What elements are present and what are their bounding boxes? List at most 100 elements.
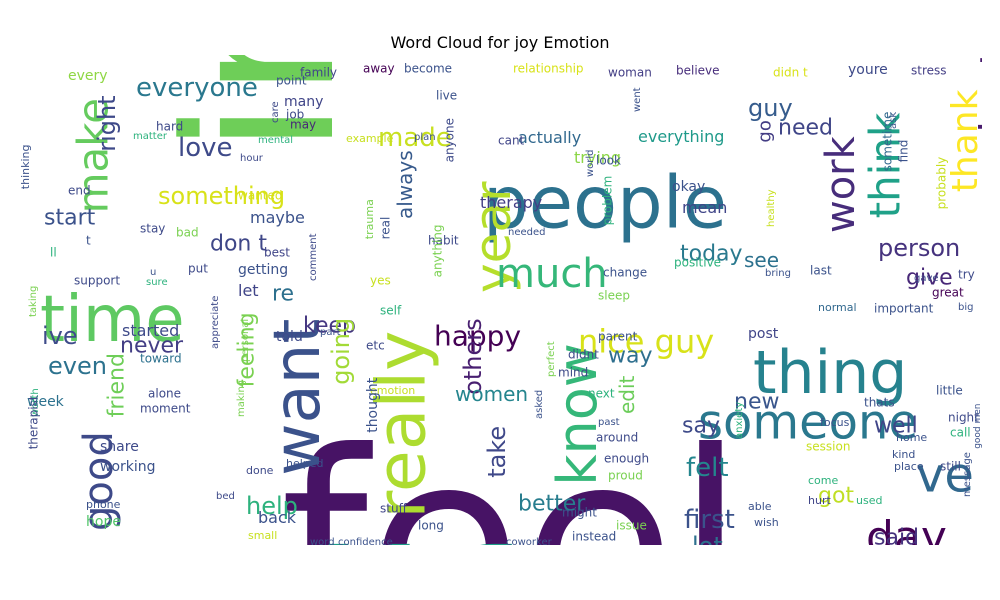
word-enough: enough	[604, 452, 649, 466]
word-live: live	[436, 89, 457, 103]
word-sure: sure	[146, 277, 168, 288]
word-love: love	[178, 133, 233, 163]
word-sleep: sleep	[598, 289, 630, 303]
word-confidence: confidence	[338, 537, 393, 545]
word-today: today	[680, 242, 743, 267]
word-home: home	[896, 431, 927, 444]
word-getting: getting	[238, 262, 288, 278]
word-even: even	[48, 352, 107, 380]
word-asked: asked	[534, 390, 545, 419]
word-normal: normal	[818, 301, 857, 314]
word-see: see	[744, 248, 779, 272]
word-emotion: emotion	[370, 384, 415, 397]
word-post: post	[748, 326, 779, 342]
word-working: working	[100, 459, 156, 475]
word-lot: lot	[692, 532, 723, 545]
word-etc: etc	[366, 339, 385, 353]
word-put: put	[188, 262, 208, 276]
word-maybe: maybe	[250, 208, 305, 227]
word-re: re	[272, 282, 294, 307]
word-away: away	[363, 62, 395, 76]
word-say: say	[682, 414, 720, 439]
word-past: past	[598, 417, 620, 428]
word-woman: woman	[608, 66, 652, 80]
word-therapist: therapist	[27, 395, 41, 449]
word-family: family	[300, 66, 337, 80]
word-take: take	[483, 426, 511, 478]
word-year: year	[464, 181, 522, 293]
word-still: still	[940, 460, 961, 474]
word-yes: yes	[370, 274, 391, 288]
word-good-men: good men	[973, 403, 982, 448]
word-ve: ve	[916, 447, 974, 503]
word-need: need	[778, 116, 833, 141]
word-world: world	[585, 149, 596, 177]
word-healthy: healthy	[766, 189, 777, 227]
word-bed: bed	[216, 491, 235, 502]
word-t: t	[86, 234, 91, 248]
word-cloud: feellife im people thing time one really want kn…	[18, 55, 982, 545]
word-anyone: anyone	[443, 118, 457, 162]
word-mean: mean	[682, 198, 727, 217]
word-good: good	[76, 431, 122, 531]
word-issue: issue	[616, 519, 647, 533]
word-better: better	[518, 492, 586, 517]
word-instead: instead	[572, 530, 616, 544]
word-never: never	[120, 334, 184, 359]
word-u: u	[150, 267, 156, 278]
word-around: around	[596, 431, 638, 445]
chart-title: Word Cloud for joy Emotion	[390, 33, 610, 52]
word-others: others	[459, 318, 487, 394]
word-end: end	[68, 184, 91, 198]
word-personal: personal	[240, 319, 251, 362]
word-positive: positive	[674, 256, 721, 270]
word-taking: taking	[28, 286, 39, 317]
word-think: think	[861, 112, 910, 218]
word-small: small	[248, 529, 277, 542]
word-try: try	[958, 268, 975, 282]
word-great: great	[932, 286, 964, 300]
word-thank: thank	[945, 89, 982, 192]
word-therapy: therapy	[480, 193, 542, 212]
word-felt: felt	[686, 453, 729, 483]
word-phone: phone	[86, 498, 121, 511]
word-may: may	[290, 118, 316, 132]
word-focus: focus	[820, 416, 850, 429]
word-bad: bad	[176, 226, 199, 240]
word-cant: cant	[498, 134, 525, 148]
word-right: right	[93, 95, 121, 151]
word-night: night	[948, 411, 979, 425]
word-used: used	[856, 494, 882, 507]
word-appreciate: appreciate	[210, 296, 221, 349]
word-big: big	[958, 302, 973, 313]
word-im: im	[143, 55, 381, 156]
word-said: said	[874, 526, 919, 545]
word-cloud-svg: feellife im people thing time one really want kn…	[19, 55, 982, 545]
word-might: might	[562, 506, 597, 520]
word-thought: thought	[365, 377, 381, 433]
word-little: little	[936, 384, 963, 398]
word-first: first	[684, 505, 735, 535]
word-told: told	[276, 329, 303, 345]
word-youre: youre	[848, 62, 888, 78]
word-much: much	[496, 251, 608, 297]
word-comment: comment	[308, 233, 319, 281]
word-help: help	[246, 492, 298, 520]
word-share: share	[100, 439, 139, 455]
word-always: always	[393, 150, 417, 219]
word-give: give	[906, 266, 953, 291]
word-mental: mental	[258, 135, 293, 146]
word-start: start	[44, 206, 96, 231]
word-let: let	[238, 281, 259, 300]
word-bring: bring	[765, 268, 791, 279]
word-relationship: relationship	[513, 62, 584, 76]
word-wish: wish	[754, 516, 779, 529]
word-coworker: coworker	[506, 537, 553, 545]
word-alone: alone	[148, 387, 181, 401]
word-best: best	[264, 246, 290, 260]
word-session: session	[806, 440, 850, 454]
word-part: part	[320, 327, 341, 338]
word-anxiety: anxiety	[734, 402, 745, 439]
word-wanted: wanted	[238, 189, 282, 203]
word-okay: okay	[672, 179, 705, 195]
